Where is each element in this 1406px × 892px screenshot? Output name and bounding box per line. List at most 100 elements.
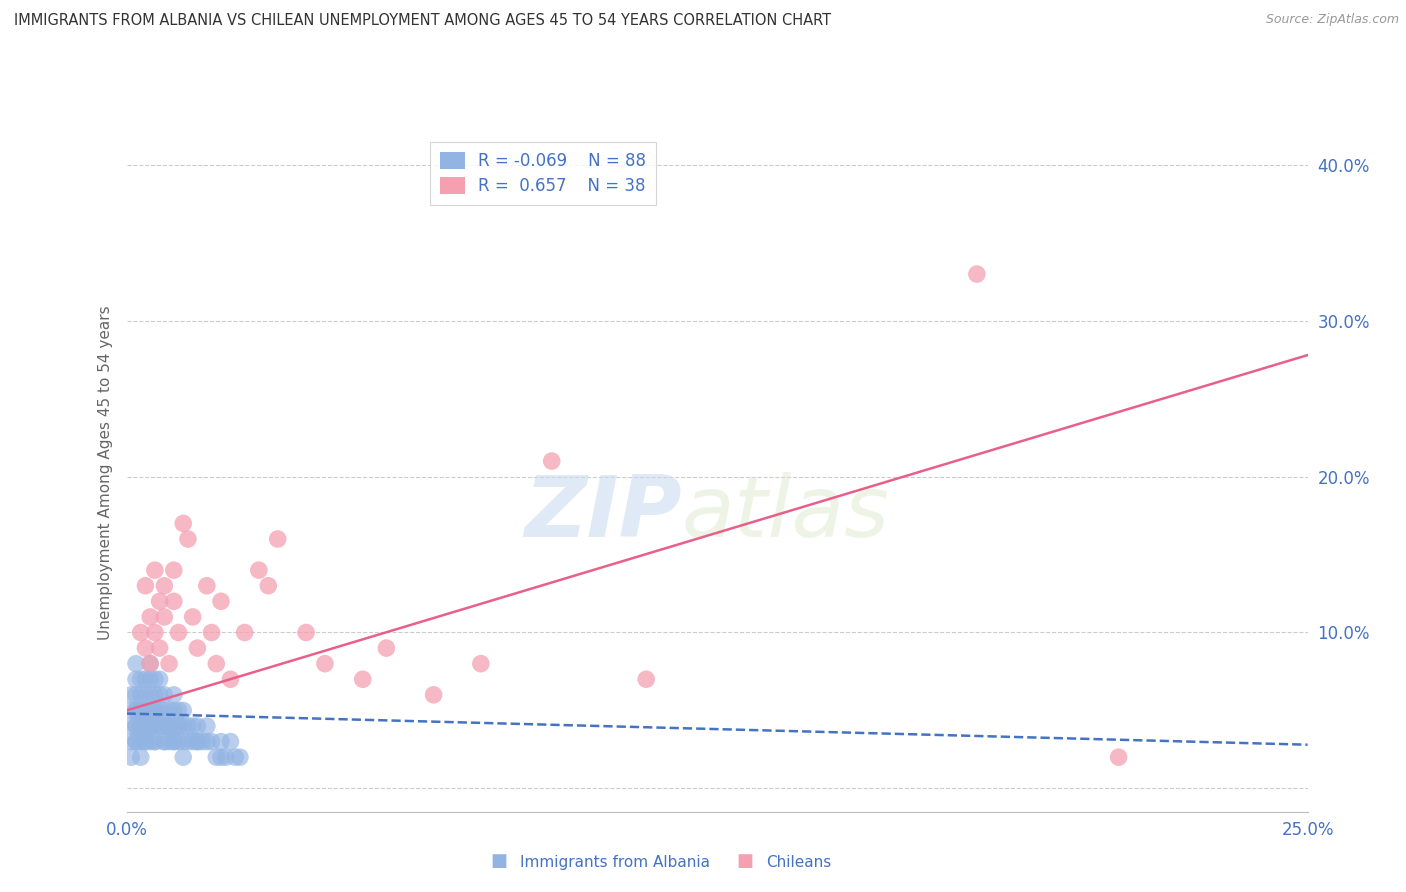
Point: [129, 672, 152, 686]
Point: [540, 454, 562, 468]
Point: [167, 625, 190, 640]
Point: [149, 641, 172, 656]
Point: [143, 625, 166, 640]
Point: [209, 594, 232, 608]
Point: [149, 688, 172, 702]
Point: [167, 719, 190, 733]
Point: [143, 688, 166, 702]
Point: [139, 734, 162, 748]
Point: [149, 594, 172, 608]
Point: [153, 703, 176, 717]
Point: [172, 750, 194, 764]
Point: [157, 719, 180, 733]
Point: [143, 563, 166, 577]
Point: [470, 657, 492, 671]
Point: [120, 688, 142, 702]
Point: [125, 719, 148, 733]
Point: [139, 719, 162, 733]
Point: [153, 734, 176, 748]
Point: [177, 734, 200, 748]
Point: [129, 703, 152, 717]
Point: [167, 703, 190, 717]
Point: [139, 610, 162, 624]
Point: [134, 703, 156, 717]
Point: [125, 719, 148, 733]
Point: [139, 688, 162, 702]
Point: [139, 703, 162, 717]
Point: [125, 657, 148, 671]
Point: [134, 719, 156, 733]
Point: [157, 657, 180, 671]
Point: [125, 734, 148, 748]
Point: [157, 719, 180, 733]
Point: [134, 734, 156, 748]
Point: [157, 734, 180, 748]
Point: [167, 734, 190, 748]
Point: [163, 719, 186, 733]
Point: [186, 719, 208, 733]
Text: atlas: atlas: [682, 472, 890, 555]
Point: [129, 734, 152, 748]
Point: [120, 734, 142, 748]
Point: [163, 734, 186, 748]
Point: [129, 625, 152, 640]
Point: [149, 719, 172, 733]
Point: [422, 688, 444, 702]
Point: [125, 734, 148, 748]
Point: [181, 719, 204, 733]
Point: [143, 672, 166, 686]
Point: [1108, 750, 1130, 764]
Point: [143, 703, 166, 717]
Point: [134, 672, 156, 686]
Point: [120, 719, 142, 733]
Point: [163, 734, 186, 748]
Point: [224, 750, 246, 764]
Point: [186, 641, 208, 656]
Point: [186, 734, 208, 748]
Point: [129, 719, 152, 733]
Point: [143, 719, 166, 733]
Point: [200, 625, 222, 640]
Point: [153, 688, 176, 702]
Point: [163, 703, 186, 717]
Point: [163, 563, 186, 577]
Point: [314, 657, 336, 671]
Point: [157, 703, 180, 717]
Point: [219, 734, 242, 748]
Point: [134, 703, 156, 717]
Point: [636, 672, 658, 686]
Point: [139, 719, 162, 733]
Point: [120, 703, 142, 717]
Point: [186, 734, 208, 748]
Point: [195, 579, 218, 593]
Point: [167, 719, 190, 733]
Legend: R = -0.069    N = 88, R =  0.657    N = 38: R = -0.069 N = 88, R = 0.657 N = 38: [430, 142, 657, 205]
Point: [177, 719, 200, 733]
Point: [143, 703, 166, 717]
Point: [153, 610, 176, 624]
Point: [125, 703, 148, 717]
Point: [143, 734, 166, 748]
Point: [200, 734, 222, 748]
Y-axis label: Unemployment Among Ages 45 to 54 years: Unemployment Among Ages 45 to 54 years: [97, 305, 112, 640]
Point: [153, 734, 176, 748]
Point: [295, 625, 318, 640]
Point: [153, 579, 176, 593]
Point: [195, 719, 218, 733]
Text: Immigrants from Albania: Immigrants from Albania: [520, 855, 710, 870]
Point: [139, 672, 162, 686]
Point: [209, 750, 232, 764]
Point: [149, 703, 172, 717]
Point: [149, 672, 172, 686]
Point: [129, 719, 152, 733]
Point: [229, 750, 252, 764]
Point: [205, 657, 228, 671]
Point: [205, 750, 228, 764]
Point: [129, 688, 152, 702]
Point: [134, 579, 156, 593]
Point: [191, 734, 214, 748]
Point: [247, 563, 270, 577]
Point: [181, 610, 204, 624]
Point: [125, 703, 148, 717]
Point: [163, 688, 186, 702]
